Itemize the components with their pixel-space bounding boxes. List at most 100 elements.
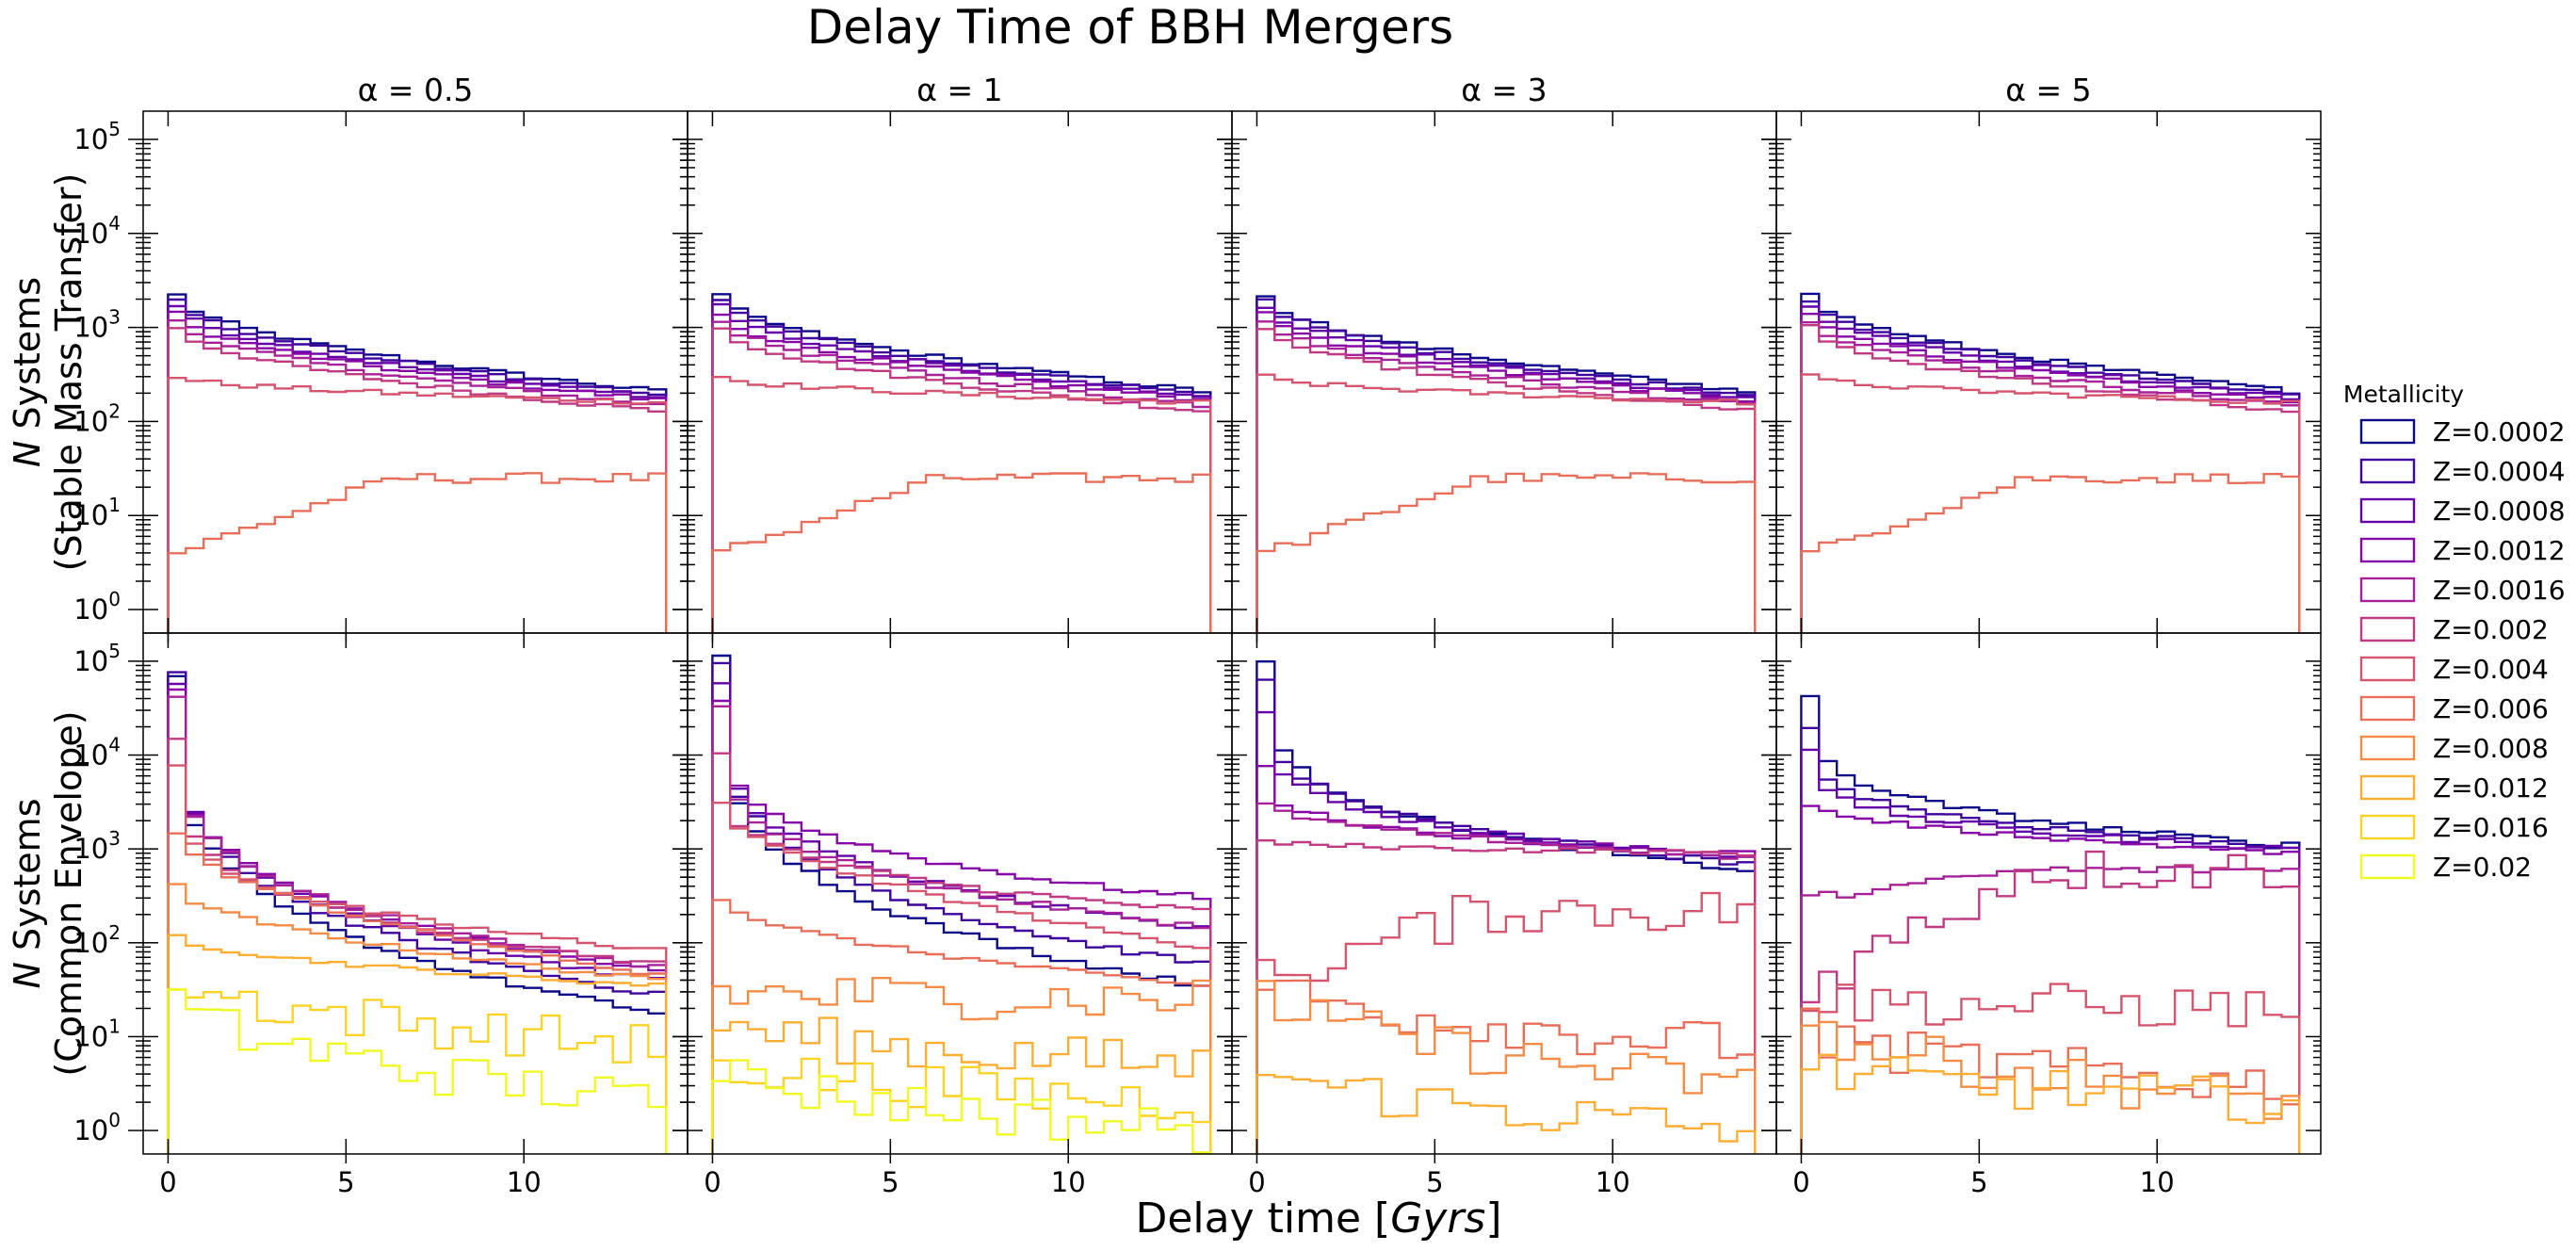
- histogram-series: [711, 661, 1212, 1154]
- legend-label: Z=0.0016: [2433, 575, 2566, 606]
- x-axis-title-italic: Gyrs: [1390, 1194, 1485, 1243]
- histogram-series: [711, 977, 1212, 1154]
- legend-swatch: [2359, 656, 2416, 682]
- histogram-series: [711, 802, 1212, 1154]
- histogram-series: [1800, 694, 2301, 1154]
- y-tick-base: 10: [73, 312, 108, 344]
- x-axis-title-main: Delay time [: [1135, 1194, 1390, 1243]
- column-title: α = 5: [2005, 72, 2091, 108]
- histogram-series: [167, 934, 668, 1154]
- x-tick-label: 0: [1792, 1166, 1809, 1198]
- y-tick-base: 10: [73, 927, 108, 959]
- histogram-series: [1800, 983, 2301, 1154]
- histogram-series: [167, 988, 668, 1154]
- row-labels: N Systems (Stable Mass Transfer)N Systems…: [7, 173, 89, 1077]
- histogram-series: [167, 688, 668, 1154]
- y-tick-exponent: 2: [108, 399, 121, 422]
- row-label-line1: N Systems: [7, 798, 48, 988]
- legend-swatch: [2359, 418, 2416, 445]
- histogram-series: [711, 654, 1212, 1154]
- row-label-line2: (Common Envelope): [48, 710, 89, 1076]
- legend-label: Z=0.02: [2433, 852, 2532, 883]
- x-tick-label: 0: [704, 1166, 721, 1198]
- histogram-series: [1256, 472, 1757, 633]
- legend-label: Z=0.0002: [2433, 416, 2566, 447]
- histogram-series: [167, 764, 668, 1154]
- histogram-series: [1256, 660, 1757, 1154]
- legend-label: Z=0.0012: [2433, 535, 2566, 566]
- histogram-series: [1800, 850, 2301, 1154]
- legend-swatch: [2359, 735, 2416, 761]
- panel-frame: [1775, 632, 2322, 1155]
- y-tick-exponent: 0: [108, 1109, 121, 1131]
- panel-frame: [1231, 632, 1777, 1155]
- y-tick-exponent: 1: [108, 494, 121, 516]
- histogram-series: [711, 327, 1212, 633]
- histogram-series: [167, 310, 668, 633]
- histogram-series: [167, 472, 668, 633]
- y-tick-label: 102: [73, 921, 121, 959]
- x-tick-label: 10: [1051, 1166, 1086, 1198]
- row-label-line1: N Systems: [7, 277, 48, 467]
- panel-frame: [142, 632, 689, 1155]
- x-tick-label: 5: [337, 1166, 354, 1198]
- y-tick-label: 100: [73, 588, 121, 626]
- panel: [1761, 110, 2322, 642]
- histogram-series: [1800, 373, 2301, 633]
- y-tick-label: 104: [73, 734, 121, 772]
- panel: 0 5 10: [1217, 632, 1777, 1198]
- histogram-series: [1800, 865, 2301, 1154]
- histogram-series: [1256, 311, 1757, 633]
- histogram-series: [1256, 373, 1757, 633]
- y-tick-exponent: 5: [108, 640, 121, 662]
- x-tick-label: 10: [507, 1166, 542, 1198]
- y-tick-exponent: 0: [108, 588, 121, 610]
- histogram-series: [1800, 313, 2301, 633]
- row-label-line2: (Stable Mass Transfer): [48, 173, 89, 572]
- x-axis-title-close: ]: [1485, 1194, 1501, 1243]
- x-axis-label: Delay time [Gyrs]: [1135, 1194, 1501, 1243]
- histogram-series: [167, 671, 668, 1154]
- histogram-series: [711, 376, 1212, 633]
- y-tick-base: 10: [73, 405, 108, 437]
- x-tick-label: 10: [2140, 1166, 2175, 1198]
- histogram-series: [711, 705, 1212, 1154]
- legend-swatch: [2359, 853, 2416, 880]
- legend: Metallicity Z=0.0002 Z=0.0004 Z=0.0008 Z=0.0…: [2343, 381, 2566, 883]
- column-titles: α = 0.5 α = 1 α = 3 α = 5: [358, 72, 2092, 108]
- x-tick-label: 5: [1426, 1166, 1443, 1198]
- y-tick-exponent: 3: [108, 827, 121, 850]
- histogram-series: [711, 302, 1212, 633]
- histogram-series: [1256, 1074, 1757, 1154]
- row-label-rest: Systems: [7, 277, 48, 441]
- histogram-series: [1800, 321, 2301, 633]
- panel: 0 5 10: [1761, 632, 2322, 1198]
- panel: [1217, 110, 1777, 642]
- x-tick-label: 0: [1248, 1166, 1265, 1198]
- histogram-series: [1256, 306, 1757, 633]
- legend-label: Z=0.0004: [2433, 456, 2566, 487]
- panel: 0 5 10: [672, 632, 1233, 1198]
- column-title: α = 3: [1461, 72, 1547, 108]
- legend-swatch: [2359, 537, 2416, 563]
- panel-frame: [687, 110, 1233, 634]
- y-tick-base: 10: [73, 833, 108, 865]
- panel-frame: [1775, 110, 2322, 634]
- legend-swatch: [2359, 814, 2416, 840]
- row-label: N Systems (Stable Mass Transfer): [7, 173, 89, 572]
- y-tick-exponent: 4: [108, 212, 121, 235]
- y-tick-exponent: 4: [108, 734, 121, 756]
- y-tick-base: 10: [73, 593, 108, 626]
- histogram-series: [1256, 839, 1757, 1154]
- legend-label: Z=0.004: [2433, 654, 2549, 685]
- histogram-series: [167, 988, 668, 1154]
- legend-title: Metallicity: [2343, 381, 2464, 408]
- x-tick-label: 5: [1970, 1166, 1987, 1198]
- histogram-series: [711, 293, 1212, 633]
- y-tick-exponent: 5: [108, 118, 121, 140]
- panel-frame: [1231, 110, 1777, 634]
- legend-swatch: [2359, 774, 2416, 801]
- legend-swatch: [2359, 497, 2416, 524]
